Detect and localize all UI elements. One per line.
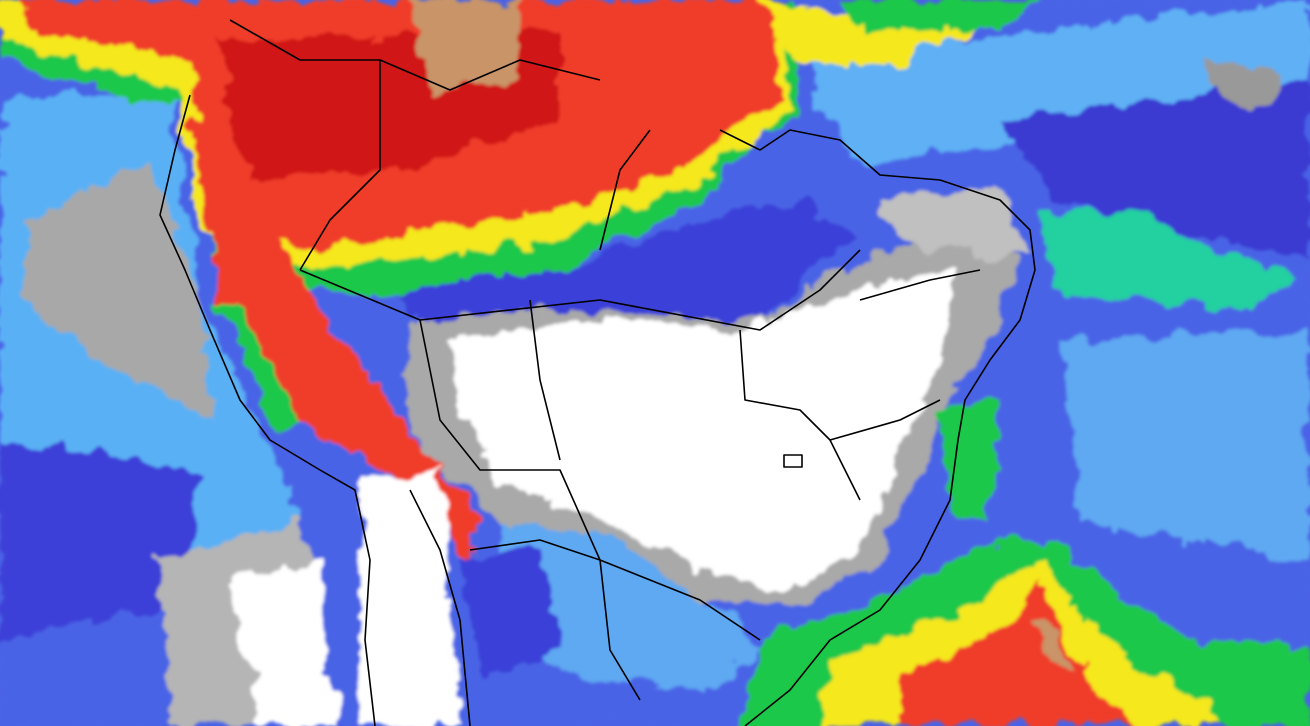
field-dark-blue (1000, 80, 1310, 260)
borders (159, 19, 1036, 726)
field-green (940, 400, 1000, 520)
border (299, 60, 381, 271)
border (859, 269, 981, 301)
field-gray (1200, 60, 1280, 110)
field-gray (880, 190, 1030, 260)
coastline (159, 94, 376, 726)
field-red (900, 580, 1140, 726)
border (529, 299, 561, 461)
border (469, 539, 641, 701)
field-light-blue (500, 520, 760, 690)
field-white (360, 470, 460, 726)
field-teal (1040, 210, 1300, 310)
field-white (230, 560, 340, 726)
coastline (719, 129, 1036, 726)
field-light-blue (1060, 330, 1310, 560)
field-yellow (760, 0, 980, 70)
field-blue (400, 200, 850, 320)
border (783, 454, 803, 468)
border (739, 329, 861, 501)
field-red (190, 120, 480, 560)
field-green (840, 0, 1040, 30)
field-dark-blue (0, 440, 200, 640)
field-blue (460, 550, 560, 680)
border (829, 399, 941, 441)
border (599, 129, 651, 251)
border (419, 319, 761, 641)
border (409, 489, 471, 726)
border (299, 249, 861, 331)
field-brown (410, 0, 520, 90)
field-brown (1035, 620, 1075, 670)
field-green (215, 300, 300, 440)
field-gray (20, 160, 210, 420)
border (229, 19, 601, 91)
